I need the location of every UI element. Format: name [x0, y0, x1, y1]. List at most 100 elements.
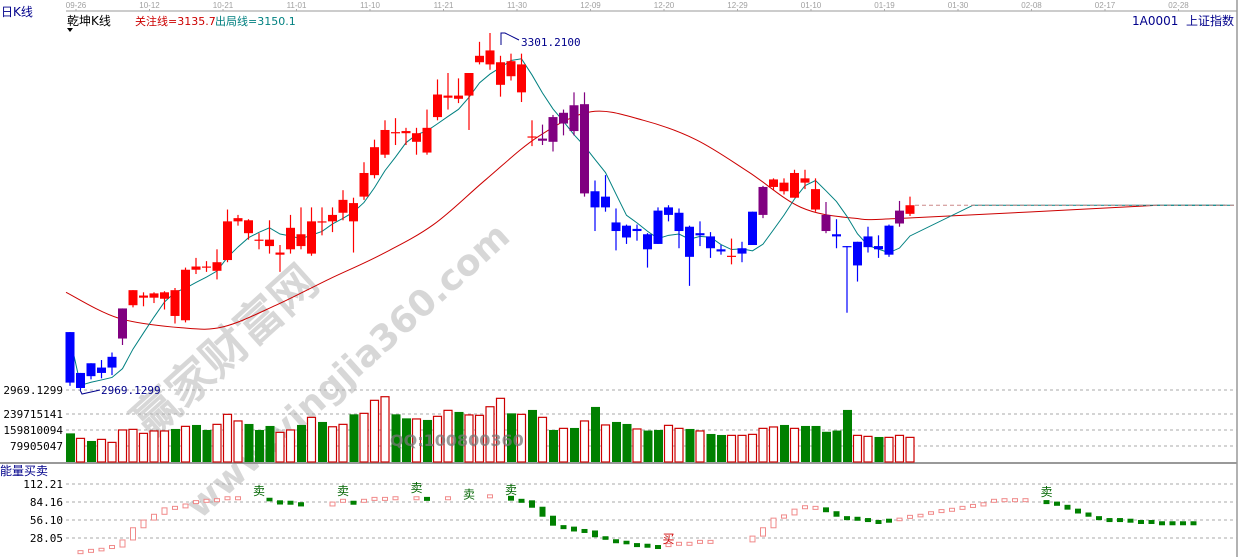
indicator-bar [109, 545, 115, 550]
indicator-bar [634, 543, 640, 548]
candle-body [265, 239, 274, 247]
indicator-bar [518, 498, 525, 503]
indicator-bar [1064, 504, 1071, 510]
indicator-bar [833, 511, 840, 517]
volume-bar [832, 430, 842, 462]
volume-bar [443, 409, 453, 463]
date-tick-label: 09-26 [66, 1, 87, 10]
candle-body [170, 290, 180, 316]
volume-bar [402, 418, 411, 462]
candle-body [548, 117, 558, 142]
indicator-bar [602, 536, 609, 540]
volume-bar [192, 424, 201, 462]
volume-bar [180, 425, 191, 463]
indicator-bar [1022, 498, 1029, 503]
volume-bar [726, 434, 737, 463]
volume-bar [516, 413, 527, 463]
indicator-name[interactable]: 乾坤K线 [67, 13, 111, 28]
volume-bar [801, 425, 810, 462]
date-tick-label: 10-12 [139, 1, 160, 10]
volume-bar [507, 413, 516, 462]
date-tick-label: 11-21 [434, 1, 454, 10]
volume-bar [128, 428, 138, 463]
volume-bar [843, 409, 852, 462]
ma-long-path [65, 110, 1159, 330]
volume-bar [107, 441, 117, 463]
indicator-bar [592, 530, 598, 538]
candle-body [286, 227, 295, 250]
candle-body [821, 214, 831, 232]
volume-bar [591, 406, 600, 462]
indicator-bar [697, 539, 703, 544]
date-tick-label: 10-21 [213, 1, 234, 10]
indicator-bar [854, 516, 861, 521]
volume-bar [454, 411, 464, 462]
watermark: 赢家财富网 www.yingjia360.com [121, 215, 518, 526]
volume-tick-label: 159810094 [3, 424, 63, 437]
volume-bar [369, 399, 380, 463]
candle-body [65, 332, 75, 383]
indicator-bar [1138, 519, 1144, 524]
candle-body [590, 191, 600, 208]
candle-body [758, 186, 768, 215]
high-annotation: 3301.2100 [521, 36, 581, 49]
volume-bar [874, 436, 884, 462]
indicator-bar [287, 500, 294, 505]
volume-bar [643, 430, 653, 462]
high-annotation-leader [500, 32, 520, 45]
volume-bar [663, 424, 674, 463]
volume-bar [474, 414, 485, 463]
candle-body [685, 226, 694, 257]
volume-bar [894, 434, 905, 463]
candle-body [464, 73, 474, 96]
volume-bar [485, 406, 495, 463]
candle-body [307, 221, 316, 254]
volume-bar [318, 421, 327, 462]
volume-bar [159, 430, 170, 463]
volume-bar [789, 427, 800, 463]
indicator-bar [917, 513, 924, 518]
volume-bar [297, 424, 306, 462]
candle-body [496, 62, 505, 85]
volume-bar [549, 429, 558, 462]
indicator-bar [1043, 500, 1050, 505]
candle-body [380, 129, 390, 155]
candle-body [443, 95, 453, 98]
candle-body [139, 295, 148, 298]
volume-bar [600, 424, 611, 463]
indicator-bar [959, 505, 966, 510]
period-label[interactable]: 日K线 [1, 5, 33, 19]
volume-bar [149, 430, 159, 463]
candle-body [254, 239, 264, 241]
indicator-bar [1117, 518, 1123, 523]
volume-bar [570, 427, 579, 462]
volume-tick-label: 239715141 [3, 408, 63, 421]
dropdown-arrow-icon[interactable] [67, 28, 73, 32]
indicator-bar [886, 518, 892, 523]
candle-body [832, 234, 841, 237]
candle-body [622, 225, 631, 238]
candle-body [706, 236, 715, 249]
candle-body [118, 308, 127, 339]
indicator-bar [865, 518, 871, 523]
volume-bar [579, 420, 590, 463]
indicator-bar [340, 498, 346, 503]
indicator-bar [424, 496, 430, 501]
volume-bar [758, 427, 768, 463]
indicator-bar [1001, 498, 1008, 503]
indicator-bar [172, 505, 178, 510]
volume-axis: 239715141 159810094 79905047 [3, 408, 1237, 453]
indicator-panel-title[interactable]: 能量买卖 [0, 464, 48, 478]
candle-body [727, 255, 736, 257]
volume-bar [432, 415, 443, 463]
indicator-bar [1106, 518, 1113, 523]
indicator-bar [686, 541, 693, 546]
sell-signal: 卖 [505, 483, 517, 497]
candle-body [853, 241, 862, 266]
indicator-bar [119, 539, 126, 548]
candle-body [905, 205, 915, 214]
volume-bar [349, 414, 359, 462]
volume-bar [747, 433, 758, 463]
candle-body [244, 220, 253, 234]
